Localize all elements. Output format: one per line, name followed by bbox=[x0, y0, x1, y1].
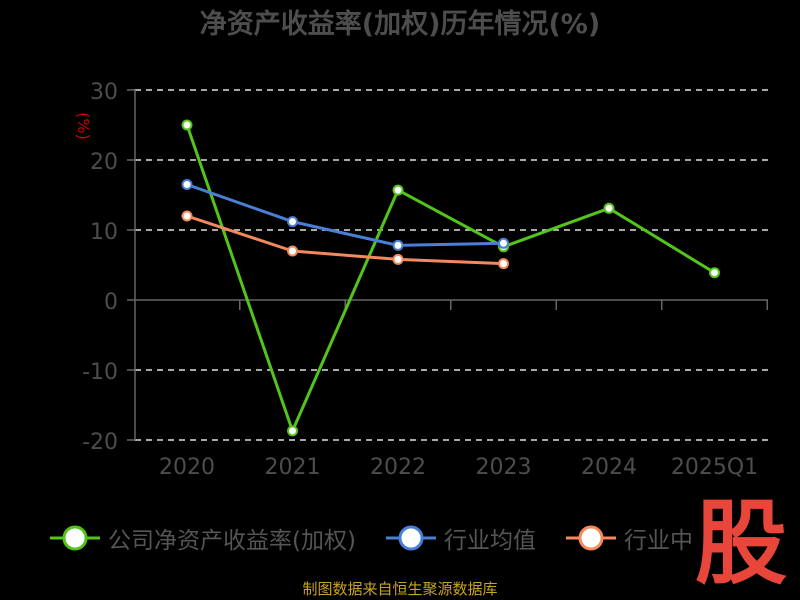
x-tick-label: 2022 bbox=[370, 455, 426, 480]
legend-item-company-roe[interactable]: 公司净资产收益率(加权) bbox=[50, 521, 356, 555]
legend: 公司净资产收益率(加权) 行业均值 行业中 bbox=[50, 518, 723, 558]
x-tick-label: 2020 bbox=[159, 455, 215, 480]
data-point[interactable] bbox=[392, 184, 404, 196]
data-point[interactable] bbox=[181, 210, 193, 222]
data-point[interactable] bbox=[392, 253, 404, 265]
source-note: 制图数据来自恒生聚源数据库 bbox=[302, 580, 498, 598]
series-line-1 bbox=[186, 183, 504, 247]
series-points bbox=[181, 119, 720, 437]
legend-line-marker-icon bbox=[565, 525, 616, 551]
data-point[interactable] bbox=[287, 216, 298, 228]
axes: 30 20 10 0 -10 -20 2020 2021 2022 2023 2024 2025Q1 bbox=[82, 80, 768, 480]
x-tick-label: 2021 bbox=[265, 455, 321, 480]
x-tick-label: 2024 bbox=[581, 455, 637, 480]
legend-label: 行业中 bbox=[623, 528, 693, 554]
legend-label: 公司净资产收益率(加权) bbox=[108, 528, 356, 554]
data-point[interactable] bbox=[287, 425, 298, 437]
grid-lines bbox=[135, 89, 768, 441]
y-tick-label: -10 bbox=[82, 360, 118, 385]
series-line-2 bbox=[186, 214, 504, 266]
y-tick-label: 30 bbox=[90, 80, 118, 105]
legend-line-marker-icon bbox=[50, 525, 100, 551]
data-point[interactable] bbox=[709, 267, 720, 279]
data-point[interactable] bbox=[603, 202, 615, 214]
legend-label: 行业均值 bbox=[443, 528, 536, 554]
data-point[interactable] bbox=[181, 179, 193, 190]
y-tick-label: 0 bbox=[104, 290, 118, 315]
data-point[interactable] bbox=[392, 239, 404, 251]
series-lines bbox=[185, 124, 716, 433]
x-tick-label: 2023 bbox=[476, 455, 532, 480]
series-line-0 bbox=[185, 124, 716, 433]
data-point[interactable] bbox=[498, 237, 509, 249]
data-point[interactable] bbox=[287, 245, 298, 257]
legend-item-industry-median[interactable]: 行业中 bbox=[565, 521, 693, 555]
legend-item-industry-mean[interactable]: 行业均值 bbox=[385, 521, 536, 555]
data-point[interactable] bbox=[498, 258, 509, 270]
y-axis-label: (%) bbox=[74, 112, 93, 140]
legend-line-marker-icon bbox=[385, 525, 436, 551]
watermark-logo: 股 bbox=[694, 490, 787, 597]
y-tick-label: 20 bbox=[90, 150, 118, 175]
x-tick-label: 2025Q1 bbox=[671, 455, 758, 480]
data-point[interactable] bbox=[181, 119, 193, 131]
y-tick-label: -20 bbox=[82, 430, 118, 455]
chart-title: 净资产收益率(加权)历年情况(%) bbox=[200, 8, 600, 40]
y-tick-label: 10 bbox=[90, 220, 118, 245]
